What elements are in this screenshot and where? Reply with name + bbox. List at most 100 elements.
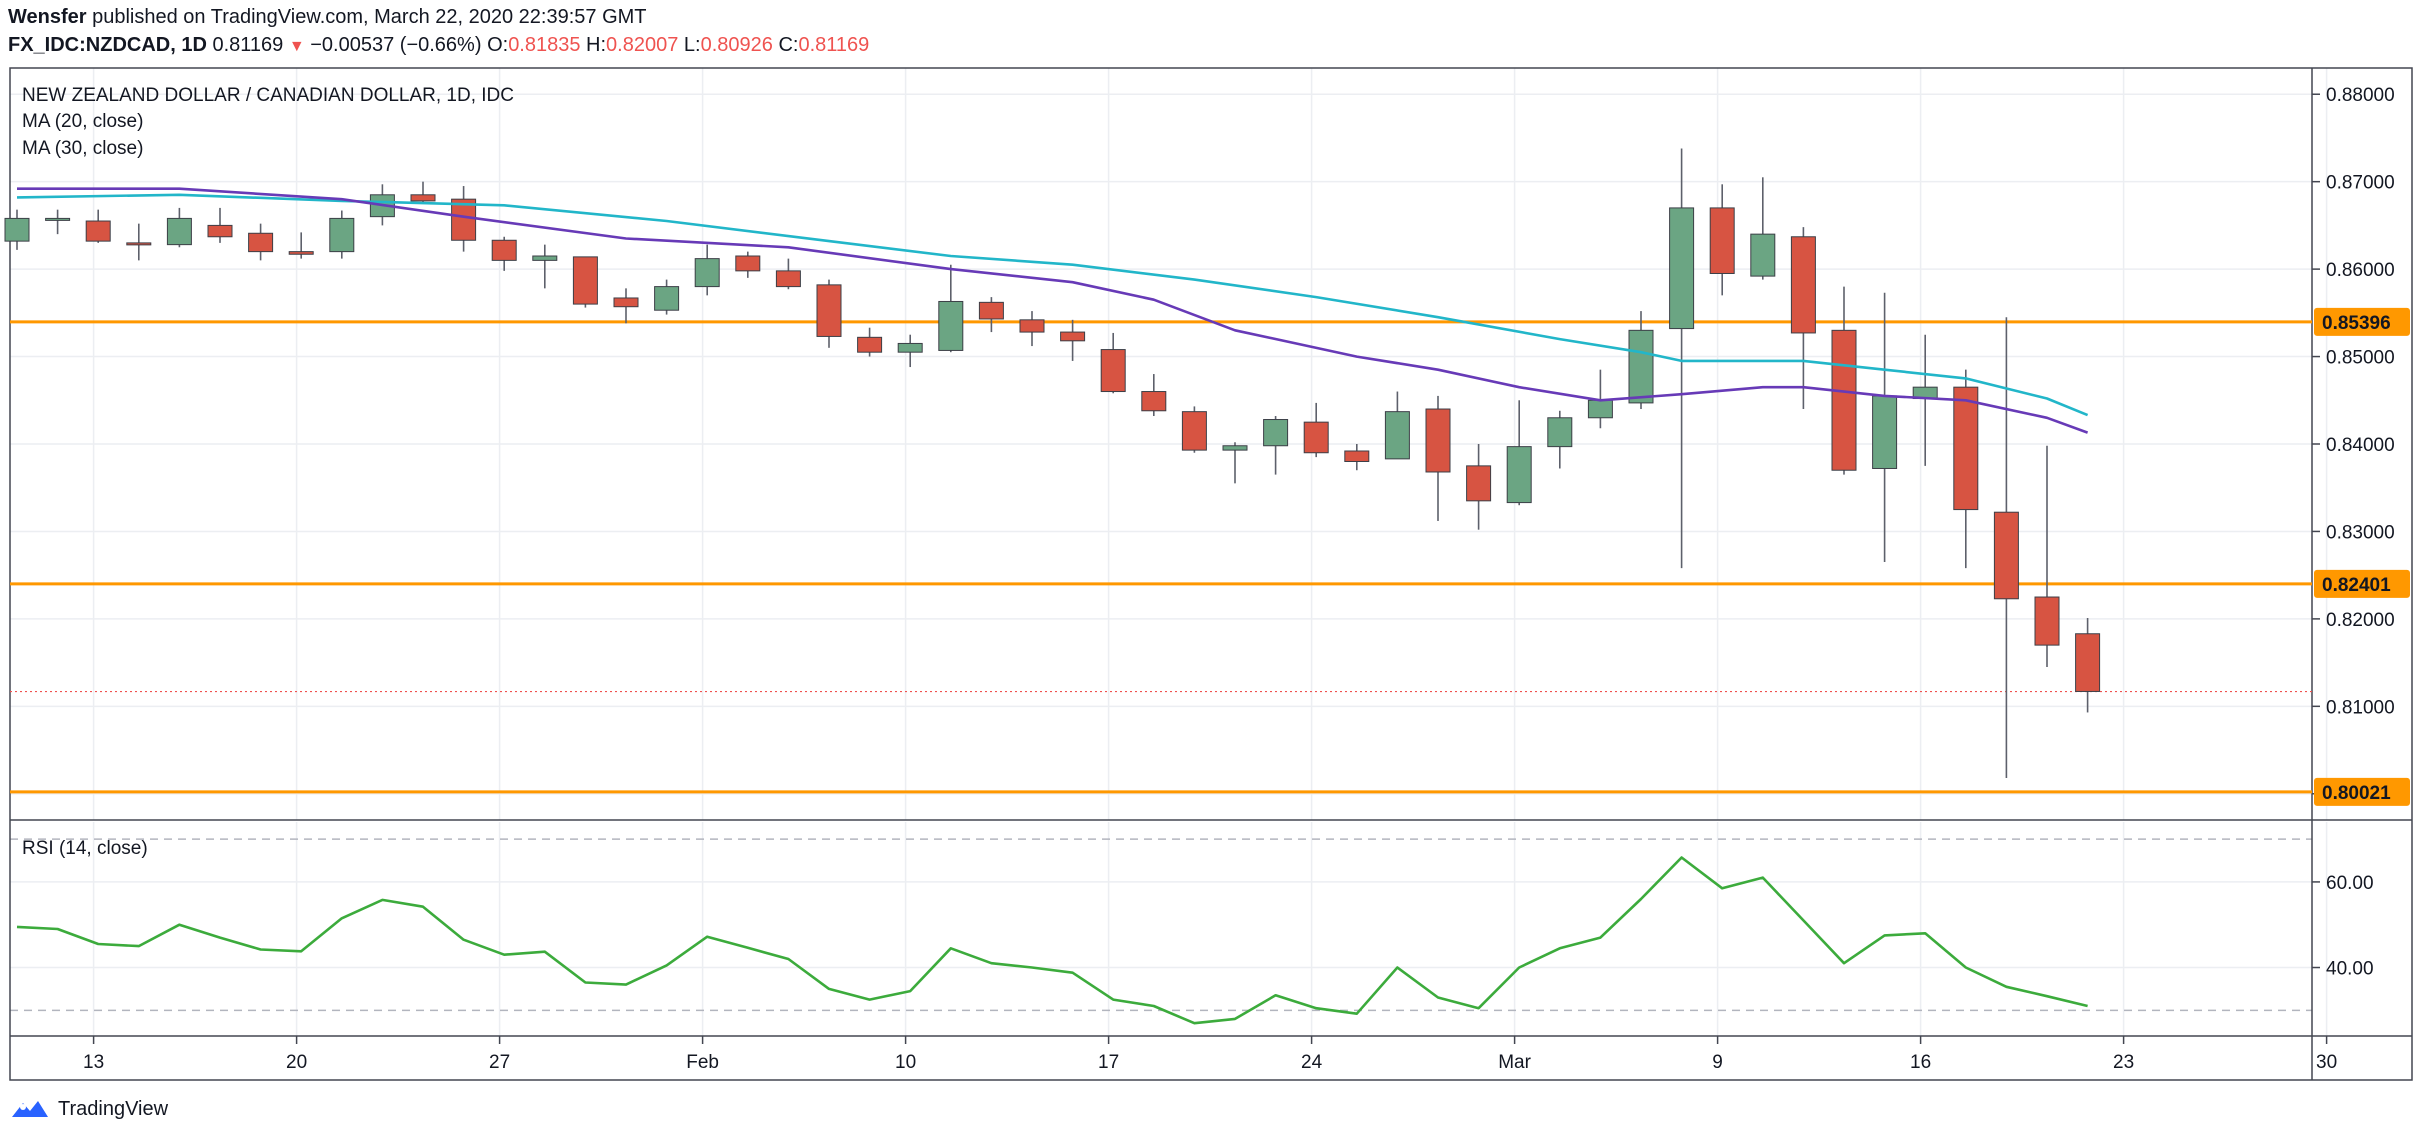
candle-body	[329, 217, 355, 253]
candle-body	[1466, 465, 1492, 502]
candle[interactable]	[85, 209, 111, 243]
candle[interactable]	[1222, 442, 1248, 484]
time-tick-label: 10	[895, 1052, 916, 1073]
candle-body	[1384, 411, 1410, 460]
candle-body	[613, 297, 639, 308]
candle-body	[1709, 207, 1735, 274]
close-value: 0.81169	[798, 34, 870, 56]
candle[interactable]	[2075, 618, 2101, 713]
down-arrow-icon: ▼	[288, 38, 305, 55]
candle[interactable]	[288, 232, 314, 259]
candle-body	[2034, 596, 2060, 646]
candle[interactable]	[1425, 395, 1451, 521]
candle[interactable]	[897, 334, 923, 368]
candle[interactable]	[1587, 369, 1613, 429]
pane-frames	[9, 67, 2413, 1081]
candle[interactable]	[1628, 311, 1654, 410]
candle[interactable]	[126, 223, 152, 261]
candle[interactable]	[1669, 148, 1695, 569]
candle[interactable]	[694, 244, 720, 296]
candle[interactable]	[248, 223, 274, 261]
candle[interactable]	[410, 181, 436, 203]
level-label-text: 0.80021	[2322, 783, 2391, 804]
time-tick-label: 24	[1301, 1052, 1323, 1073]
candle[interactable]	[1872, 292, 1898, 563]
candle[interactable]	[1019, 311, 1045, 347]
moving-averages	[16, 187, 2089, 434]
open-label: O:	[487, 34, 509, 56]
candle-body	[857, 336, 883, 353]
candle[interactable]	[857, 327, 883, 357]
candle-body	[775, 270, 801, 288]
tradingview-logo-icon[interactable]	[10, 1097, 50, 1121]
candle[interactable]	[1466, 444, 1492, 530]
candle-body	[410, 194, 436, 202]
candle-body	[1790, 236, 1816, 334]
candle[interactable]	[491, 236, 517, 271]
price-tick-label: 0.84000	[2326, 435, 2395, 456]
candle[interactable]	[775, 258, 801, 290]
time-tick-label: 16	[1910, 1052, 1931, 1073]
candle[interactable]	[1790, 227, 1816, 410]
ma30-legend: MA (30, close)	[22, 138, 143, 159]
candles[interactable]	[4, 148, 2101, 779]
candle-body	[1669, 207, 1695, 330]
candle[interactable]	[166, 207, 192, 248]
candle-body	[1222, 445, 1248, 451]
candle-body	[1141, 391, 1167, 412]
candle[interactable]	[572, 256, 598, 308]
time-tick-label: 17	[1098, 1052, 1119, 1073]
candle[interactable]	[1384, 391, 1410, 460]
candle[interactable]	[2034, 445, 2060, 667]
candle-body	[1263, 419, 1289, 447]
candle-body	[1750, 233, 1776, 277]
candle[interactable]	[1547, 410, 1573, 469]
price-grid	[10, 68, 2328, 1036]
candle[interactable]	[451, 186, 477, 252]
high-value: 0.82007	[606, 34, 679, 56]
candle[interactable]	[613, 288, 639, 324]
candle[interactable]	[532, 244, 558, 289]
candle-body	[694, 258, 720, 288]
candle-body	[654, 286, 680, 311]
candle[interactable]	[1263, 416, 1289, 475]
ohlc-line: FX_IDC:NZDCAD, 1D 0.81169 ▼ −0.00537 (−0…	[8, 34, 869, 57]
publish-line: Wensfer published on TradingView.com, Ma…	[8, 6, 647, 29]
candle[interactable]	[1953, 369, 1979, 569]
candle-body	[1872, 395, 1898, 469]
candle[interactable]	[1344, 444, 1370, 471]
chart-frame	[9, 67, 2413, 1081]
candle[interactable]	[1993, 317, 2019, 779]
candle-body	[491, 239, 517, 261]
candle[interactable]	[938, 264, 964, 353]
author[interactable]: Wensfer	[8, 6, 87, 28]
candle[interactable]	[1303, 402, 1329, 458]
candle[interactable]	[816, 279, 842, 348]
candle[interactable]	[1506, 400, 1532, 506]
candle[interactable]	[1831, 286, 1857, 475]
low-label: L:	[683, 34, 701, 56]
candle[interactable]	[1100, 332, 1126, 394]
ma20-legend: MA (20, close)	[22, 111, 143, 132]
candle[interactable]	[735, 251, 761, 278]
candle[interactable]	[1181, 406, 1207, 453]
candle[interactable]	[1060, 319, 1086, 361]
candle[interactable]	[1141, 374, 1167, 417]
candle[interactable]	[978, 297, 1004, 333]
candle[interactable]	[1750, 177, 1776, 280]
candle[interactable]	[329, 210, 355, 259]
candle[interactable]	[207, 207, 233, 243]
rsi-tick-label: 60.00	[2326, 873, 2374, 894]
candle[interactable]	[1912, 334, 1938, 466]
candle[interactable]	[654, 279, 680, 315]
candle[interactable]	[45, 209, 71, 235]
candle-body	[45, 217, 71, 221]
candle[interactable]	[1709, 184, 1735, 296]
tradingview-brand[interactable]: TradingView	[58, 1097, 169, 1120]
candle-body	[1100, 349, 1126, 393]
candle-body	[978, 301, 1004, 320]
candle[interactable]	[4, 209, 30, 250]
candle-body	[532, 255, 558, 261]
symbol[interactable]: FX_IDC:NZDCAD, 1D	[8, 34, 207, 56]
